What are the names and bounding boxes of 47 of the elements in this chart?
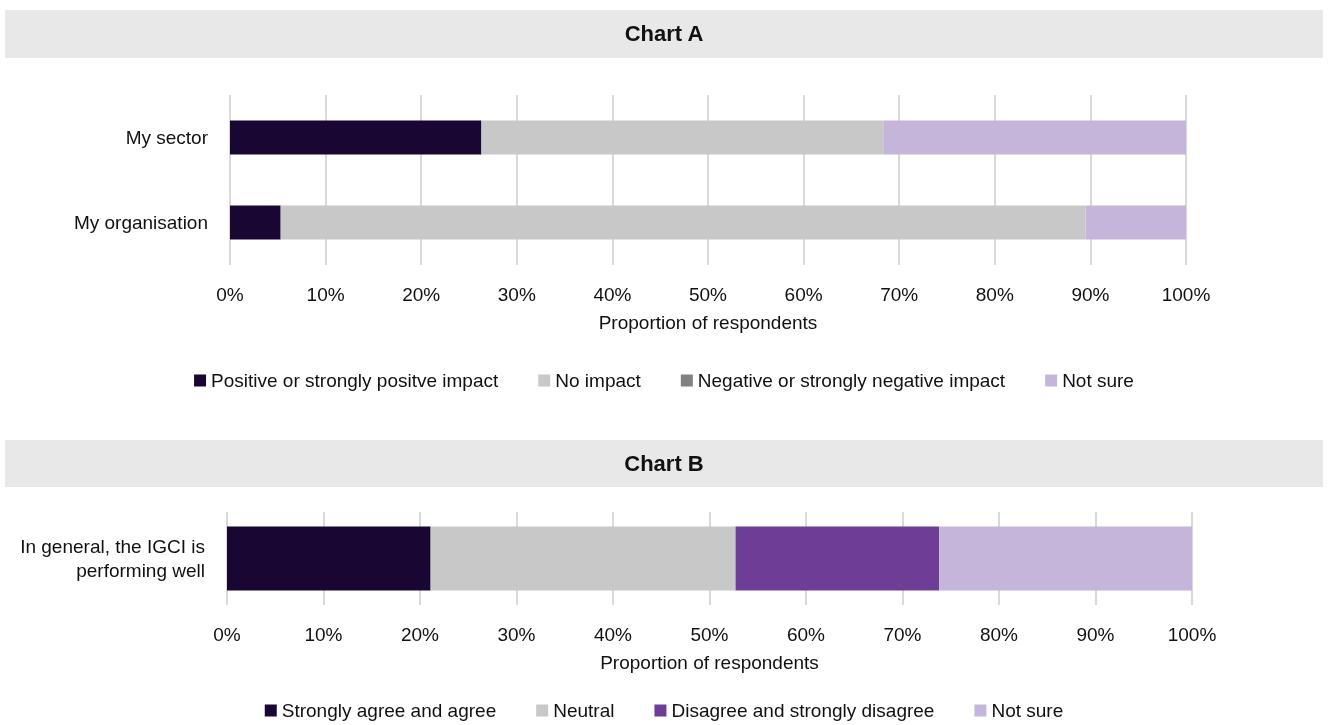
legend-label: Strongly agree and agree xyxy=(281,700,497,721)
y-tick-label: My sector xyxy=(125,127,209,148)
chart-title: Chart A xyxy=(5,10,1323,58)
y-tick-label: My organisation xyxy=(73,212,208,233)
bar xyxy=(735,526,940,591)
x-tick-label: 0% xyxy=(216,284,244,305)
x-tick-label: 90% xyxy=(1076,624,1115,645)
x-tick-label: 20% xyxy=(402,284,441,305)
x-tick-label: 10% xyxy=(304,624,343,645)
bar xyxy=(227,526,431,591)
x-tick-label: 40% xyxy=(593,284,632,305)
x-tick-label: 30% xyxy=(497,284,536,305)
x-tick-label: 10% xyxy=(306,284,345,305)
legend-label: Not sure xyxy=(991,700,1064,721)
bar xyxy=(430,526,736,591)
bar xyxy=(939,526,1192,591)
chart-title: Chart B xyxy=(5,440,1323,487)
x-tick-label: 100% xyxy=(1167,624,1217,645)
legend-label: No impact xyxy=(555,370,642,391)
x-tick-label: 50% xyxy=(688,284,728,305)
bar xyxy=(230,205,281,240)
x-tick-label: 60% xyxy=(784,284,823,305)
x-tick-label: 20% xyxy=(400,624,440,645)
legend-label: Disagree and strongly disagree xyxy=(671,700,935,721)
legend-label: Not sure xyxy=(1062,370,1134,391)
bar xyxy=(883,120,1186,155)
bar xyxy=(1085,205,1186,240)
x-tick-label: 0% xyxy=(213,624,241,645)
bar xyxy=(481,120,884,155)
x-tick-label: 30% xyxy=(497,624,536,645)
x-tick-label: 50% xyxy=(690,624,729,645)
x-tick-label: 40% xyxy=(593,624,633,645)
bar xyxy=(230,120,482,155)
x-tick-label: 90% xyxy=(1071,284,1110,305)
bar xyxy=(280,205,1086,240)
legend-label: Positive or strongly positve impact xyxy=(211,370,500,391)
x-tick-label: 70% xyxy=(883,624,922,645)
x-tick-label: 60% xyxy=(786,624,826,645)
legend-label: Negative or strongly negative impact xyxy=(697,370,1006,391)
legend-label: Neutral xyxy=(553,700,615,721)
x-tick-label: 80% xyxy=(979,624,1019,645)
x-axis-title: Proportion of respondents xyxy=(598,312,818,333)
x-axis-title: Proportion of respondents xyxy=(600,652,819,673)
x-tick-label: 80% xyxy=(975,284,1014,305)
x-tick-label: 70% xyxy=(880,284,919,305)
x-tick-label: 100% xyxy=(1161,284,1211,305)
y-tick-label: In general, the IGCI is performing well xyxy=(20,536,205,581)
